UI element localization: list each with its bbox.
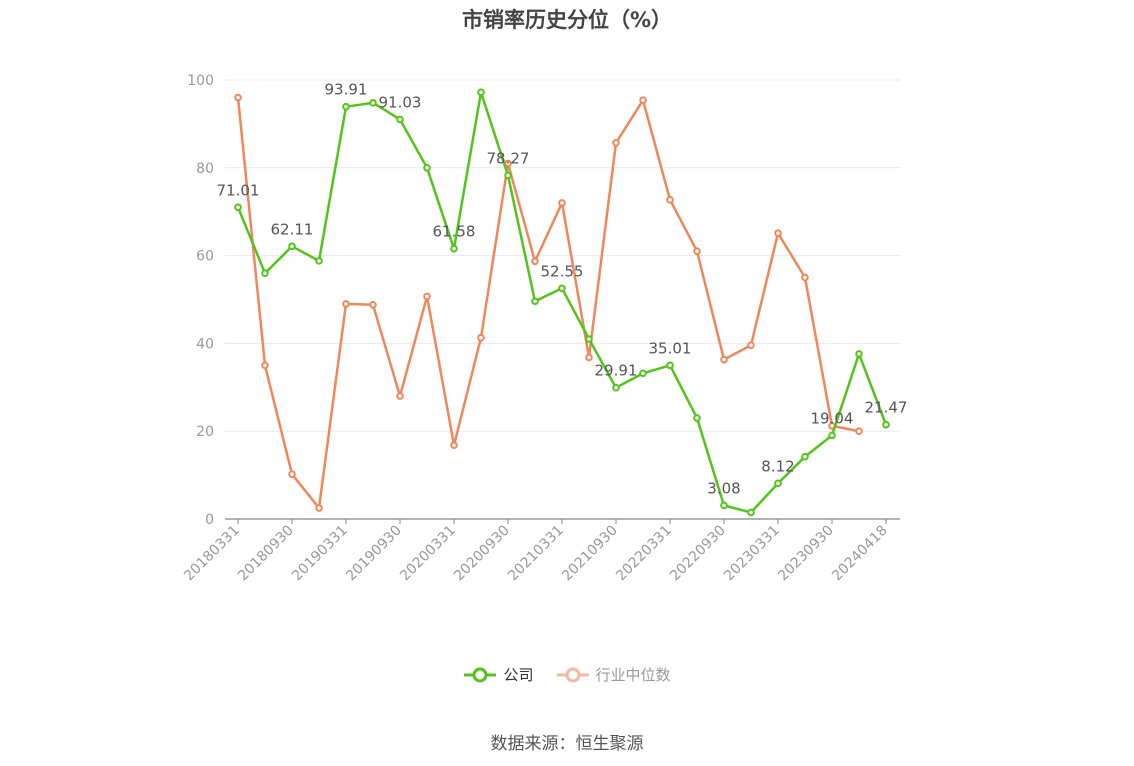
- y-tick-label: 100: [187, 73, 214, 89]
- legend-company-line-icon: [464, 667, 497, 682]
- data-label: 3.08: [707, 479, 740, 497]
- data-label: 8.12: [761, 457, 794, 475]
- data-point-industry-median: [558, 199, 566, 207]
- data-label: 61.58: [433, 223, 476, 241]
- data-point-industry-median: [666, 196, 674, 204]
- line-chart: 0 20 40 60 80 100 2018033120180930201903312019…: [181, 73, 908, 585]
- x-tick-label: 20230331: [721, 523, 783, 585]
- data-point-company: [828, 431, 836, 440]
- data-label: 78.27: [487, 149, 530, 167]
- data-point-company: [558, 284, 566, 293]
- data-point-industry-median: [801, 273, 809, 282]
- y-tick-label: 40: [196, 336, 214, 352]
- y-tick-label: 20: [196, 424, 214, 440]
- x-tick-label: 20210930: [559, 523, 621, 585]
- data-point-industry-median: [234, 93, 242, 102]
- data-point-company: [369, 99, 377, 107]
- data-label: 62.11: [271, 220, 314, 238]
- data-point-industry-median: [639, 96, 647, 104]
- data-point-company: [531, 297, 539, 306]
- legend-item-industry-median[interactable]: 行业中位数: [556, 664, 671, 685]
- legend-label-industry-median: 行业中位数: [595, 666, 671, 684]
- data-point-company: [261, 269, 269, 277]
- data-point-industry-median: [315, 504, 323, 512]
- y-tick-label: 0: [205, 512, 214, 528]
- data-point-company: [315, 257, 323, 265]
- data-label: 71.01: [217, 181, 260, 199]
- series-line-company: [236, 91, 888, 514]
- data-point-company: [855, 350, 863, 358]
- data-point-company: [585, 335, 593, 343]
- data-point-company: [504, 171, 512, 180]
- data-point-industry-median: [477, 333, 485, 342]
- data-point-company: [720, 501, 728, 510]
- data-point-company: [774, 479, 782, 488]
- data-label: 19.04: [811, 409, 854, 427]
- data-point-company: [342, 102, 350, 111]
- data-point-industry-median: [585, 353, 593, 362]
- data-point-company: [666, 361, 674, 370]
- data-point-industry-median: [369, 300, 377, 309]
- data-point-industry-median: [693, 247, 701, 256]
- series-line-industry-median: [236, 97, 860, 510]
- data-label: 91.03: [379, 93, 422, 111]
- data-point-industry-median: [288, 470, 296, 479]
- x-tick-label: 20200331: [397, 523, 459, 585]
- data-label: 35.01: [649, 339, 692, 357]
- chart-legend: 公司 行业中位数: [0, 664, 1134, 685]
- x-tick-label: 20200930: [451, 523, 513, 585]
- x-tick-label: 20220930: [667, 523, 729, 585]
- data-point-company: [639, 369, 647, 378]
- data-point-company: [882, 420, 890, 429]
- data-label: 93.91: [325, 81, 368, 99]
- x-tick-label: 20220331: [613, 523, 675, 585]
- data-point-company: [747, 508, 755, 517]
- data-point-industry-median: [612, 138, 620, 147]
- data-point-industry-median: [720, 355, 728, 364]
- x-tick-label: 20180331: [181, 523, 243, 585]
- data-point-company: [423, 164, 431, 172]
- data-source-note: 数据来源：恒生聚源: [490, 734, 644, 754]
- data-point-industry-median: [855, 427, 863, 436]
- data-point-company: [288, 242, 296, 251]
- data-label: 21.47: [865, 399, 908, 417]
- data-point-company: [477, 88, 485, 97]
- data-point-company: [612, 383, 620, 392]
- data-point-company: [234, 203, 242, 212]
- x-tick-label: 20210331: [505, 523, 567, 585]
- data-point-industry-median: [423, 292, 431, 301]
- data-label: 29.91: [595, 362, 638, 380]
- data-label: 52.55: [541, 262, 584, 280]
- data-point-industry-median: [342, 300, 350, 308]
- data-point-industry-median: [261, 361, 269, 370]
- data-point-company: [693, 414, 701, 422]
- chart-title: 市销率历史分位（%）: [461, 8, 673, 32]
- data-point-industry-median: [747, 341, 755, 349]
- data-point-industry-median: [450, 441, 458, 450]
- data-point-company: [801, 452, 809, 461]
- data-point-company: [450, 244, 458, 253]
- x-tick-label: 20240418: [829, 523, 891, 585]
- x-tick-label: 20190930: [343, 523, 405, 585]
- x-tick-label: 20190331: [289, 523, 351, 585]
- y-tick-label: 80: [196, 161, 214, 177]
- legend-label-company: 公司: [503, 666, 534, 684]
- data-point-company: [396, 115, 404, 124]
- legend-item-company[interactable]: 公司: [463, 664, 534, 685]
- legend-industry-line-icon: [556, 667, 589, 682]
- x-tick-label: 20180930: [235, 523, 297, 585]
- x-tick-label: 20230930: [775, 523, 837, 585]
- data-point-industry-median: [774, 229, 782, 238]
- data-point-industry-median: [531, 257, 539, 266]
- y-tick-label: 60: [196, 249, 214, 265]
- data-point-industry-median: [396, 392, 404, 400]
